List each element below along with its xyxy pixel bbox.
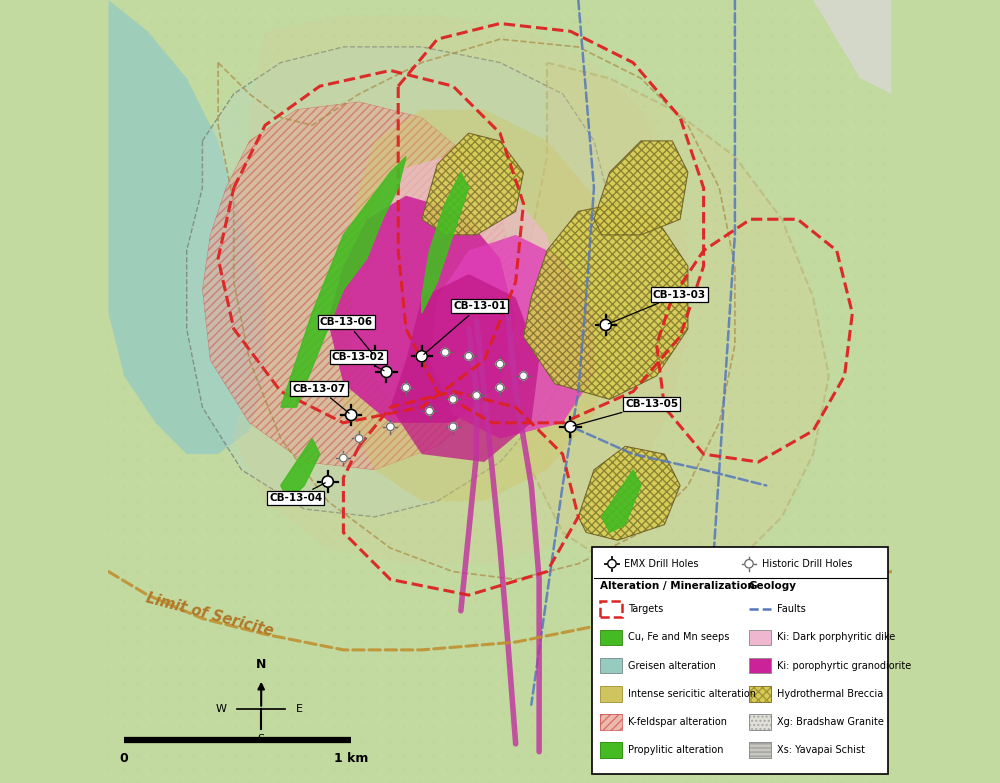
- Circle shape: [449, 423, 457, 431]
- Text: CB-13-05: CB-13-05: [573, 399, 678, 426]
- Polygon shape: [202, 102, 516, 470]
- Bar: [600, 658, 622, 673]
- Text: Greisen alteration: Greisen alteration: [628, 661, 716, 670]
- Polygon shape: [328, 196, 516, 423]
- Bar: [749, 742, 771, 758]
- Text: Historic Drill Holes: Historic Drill Holes: [762, 559, 852, 568]
- Circle shape: [340, 454, 347, 462]
- Polygon shape: [351, 157, 563, 423]
- Text: EMX Drill Holes: EMX Drill Holes: [624, 559, 699, 568]
- Circle shape: [608, 560, 616, 568]
- Bar: [749, 714, 771, 730]
- Text: 0: 0: [120, 752, 129, 765]
- Polygon shape: [430, 235, 594, 438]
- Polygon shape: [422, 172, 469, 313]
- Bar: [749, 714, 771, 730]
- Circle shape: [473, 392, 480, 399]
- Text: Alteration / Mineralization: Alteration / Mineralization: [600, 581, 755, 591]
- Text: Ki: Dark porphyritic dike: Ki: Dark porphyritic dike: [777, 633, 895, 642]
- Polygon shape: [336, 110, 617, 501]
- Circle shape: [520, 372, 527, 380]
- Bar: [600, 601, 622, 617]
- Polygon shape: [187, 47, 610, 517]
- Text: N: N: [256, 658, 266, 671]
- Bar: [749, 630, 771, 645]
- Polygon shape: [813, 0, 892, 94]
- Circle shape: [369, 351, 380, 362]
- Polygon shape: [422, 133, 523, 235]
- Circle shape: [565, 421, 576, 432]
- Polygon shape: [594, 141, 688, 235]
- Polygon shape: [108, 0, 265, 454]
- Text: CB-13-07: CB-13-07: [293, 384, 349, 413]
- Text: Xg: Bradshaw Granite: Xg: Bradshaw Granite: [777, 717, 884, 727]
- Bar: [600, 686, 622, 702]
- Text: Limit of Sericite: Limit of Sericite: [144, 590, 275, 639]
- Circle shape: [496, 360, 504, 368]
- Text: Geology: Geology: [749, 581, 797, 591]
- Bar: [600, 714, 622, 730]
- Circle shape: [416, 351, 427, 362]
- Text: Ki: porophyrtic granodiorite: Ki: porophyrtic granodiorite: [777, 661, 911, 670]
- Polygon shape: [390, 274, 539, 462]
- Circle shape: [355, 435, 363, 442]
- Text: S: S: [258, 734, 265, 744]
- Text: CB-13-04: CB-13-04: [269, 483, 325, 503]
- Circle shape: [745, 560, 753, 568]
- Text: Propylitic alteration: Propylitic alteration: [628, 745, 724, 755]
- Bar: [592, 547, 888, 774]
- Bar: [749, 686, 771, 702]
- Circle shape: [441, 348, 449, 356]
- Circle shape: [402, 384, 410, 392]
- Polygon shape: [516, 63, 829, 579]
- Bar: [749, 686, 771, 702]
- Text: 1 km: 1 km: [334, 752, 368, 765]
- Text: CB-13-01: CB-13-01: [424, 301, 506, 355]
- Polygon shape: [281, 157, 406, 407]
- Text: Hydrothermal Breccia: Hydrothermal Breccia: [777, 689, 883, 698]
- Text: K-feldspar alteration: K-feldspar alteration: [628, 717, 727, 727]
- Bar: [600, 714, 622, 730]
- Text: W: W: [215, 704, 226, 713]
- Polygon shape: [281, 438, 320, 501]
- Text: Targets: Targets: [628, 604, 664, 614]
- Circle shape: [496, 384, 504, 392]
- Circle shape: [346, 410, 357, 420]
- Text: Faults: Faults: [777, 604, 806, 614]
- Bar: [749, 658, 771, 673]
- Circle shape: [387, 423, 394, 431]
- Circle shape: [426, 407, 433, 415]
- Circle shape: [381, 366, 392, 377]
- Text: CB-13-06: CB-13-06: [320, 317, 373, 354]
- Circle shape: [600, 319, 611, 330]
- Circle shape: [449, 395, 457, 403]
- Text: Cu, Fe and Mn seeps: Cu, Fe and Mn seeps: [628, 633, 730, 642]
- Bar: [600, 714, 622, 730]
- Text: E: E: [296, 704, 303, 713]
- Polygon shape: [523, 204, 688, 399]
- Bar: [600, 630, 622, 645]
- Text: Intense sericitic alteration: Intense sericitic alteration: [628, 689, 756, 698]
- Polygon shape: [602, 470, 641, 532]
- Bar: [749, 742, 771, 758]
- Bar: [600, 742, 622, 758]
- Polygon shape: [234, 16, 688, 564]
- Text: CB-13-02: CB-13-02: [332, 352, 385, 370]
- Text: Xs: Yavapai Schist: Xs: Yavapai Schist: [777, 745, 865, 755]
- Circle shape: [465, 352, 473, 360]
- Polygon shape: [578, 446, 680, 540]
- Text: CB-13-03: CB-13-03: [608, 290, 706, 324]
- Circle shape: [322, 476, 333, 487]
